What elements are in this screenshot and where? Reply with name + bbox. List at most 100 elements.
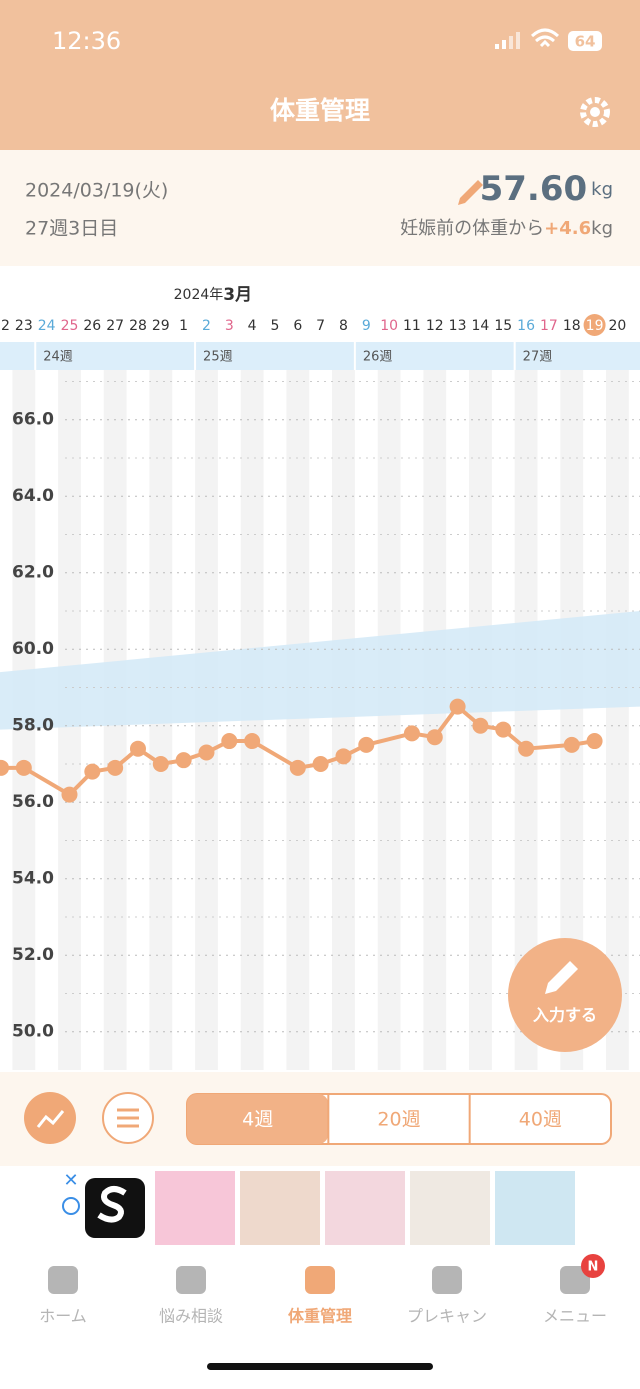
list-view-button[interactable] xyxy=(102,1092,154,1144)
tab-bar: ホーム 悩み相談 体重管理 プレキャン メニュー N xyxy=(39,1254,607,1326)
data-point xyxy=(312,755,329,772)
signal xyxy=(495,32,520,49)
home-indicator xyxy=(207,1363,433,1370)
x-tick-label: 9 xyxy=(362,318,371,334)
data-point xyxy=(563,736,580,753)
tab-label[interactable]: メニュー xyxy=(543,1307,607,1326)
x-tick-label: 8 xyxy=(339,318,348,334)
x-tick-label: 25 xyxy=(61,318,79,334)
badge-label: N xyxy=(588,1260,599,1275)
data-point xyxy=(129,740,146,757)
line-segment xyxy=(22,766,71,797)
y-tick-label: 54.0 xyxy=(12,869,54,889)
month-year: 2024年 xyxy=(174,287,224,303)
y-tick-label: 62.0 xyxy=(12,563,54,583)
diff-prefix: 妊娠前の体重から xyxy=(400,218,544,239)
tab-icon xyxy=(432,1266,462,1294)
ad-logo-mark xyxy=(97,1186,127,1223)
tab-icon xyxy=(305,1266,335,1294)
day-stripe xyxy=(423,370,447,1070)
tab-label[interactable]: 体重管理 xyxy=(288,1307,352,1326)
battery xyxy=(568,31,602,51)
data-point xyxy=(221,733,238,750)
recommended-range xyxy=(0,610,640,730)
ad-item[interactable] xyxy=(410,1171,490,1245)
x-tick-label: 5 xyxy=(270,318,279,334)
data-point xyxy=(335,748,352,765)
badge xyxy=(581,1254,605,1278)
ad-item[interactable] xyxy=(155,1171,235,1245)
diff-unit: kg xyxy=(591,218,613,239)
data-point xyxy=(175,752,192,769)
input-button[interactable]: 入力する xyxy=(508,938,622,1052)
data-point xyxy=(358,736,375,753)
data-point xyxy=(198,744,215,761)
data-point xyxy=(586,733,603,750)
ad-item[interactable] xyxy=(325,1171,405,1245)
ad-item[interactable] xyxy=(495,1171,575,1245)
tab-label[interactable]: ホーム xyxy=(39,1307,87,1326)
range-tab[interactable]: 4週 xyxy=(242,1109,273,1131)
status-time: 12:36 xyxy=(52,27,121,55)
edit-icon[interactable] xyxy=(458,180,483,205)
ad-item[interactable] xyxy=(240,1171,320,1245)
graph-view-button[interactable] xyxy=(24,1092,76,1144)
tab-icon xyxy=(48,1266,78,1294)
day-stripe xyxy=(286,370,310,1070)
settings-button[interactable] xyxy=(580,97,610,127)
week-row-bg xyxy=(0,342,640,370)
x-tick-label: 19 xyxy=(586,318,604,334)
tab-icon xyxy=(560,1266,590,1294)
y-tick-label: 66.0 xyxy=(12,410,54,430)
y-tick-label: 50.0 xyxy=(12,1022,54,1042)
summary-date: 2024/03/19(火) xyxy=(25,180,168,202)
data-point xyxy=(107,759,124,776)
fab-icon xyxy=(545,961,578,994)
summary-bg xyxy=(0,150,640,266)
data-point xyxy=(84,763,101,780)
range-tab[interactable]: 40週 xyxy=(519,1109,562,1131)
week-label: 26週 xyxy=(363,350,393,365)
fab-label: 入力する xyxy=(533,1006,597,1025)
y-tick-label: 58.0 xyxy=(12,716,54,736)
summary-diff: 妊娠前の体重から+4.6kg xyxy=(400,218,613,239)
x-tick-label: 12 xyxy=(426,318,444,334)
x-tick-label: 11 xyxy=(403,318,421,334)
x-tick-label: 28 xyxy=(129,318,147,334)
x-tick-label: 10 xyxy=(380,318,398,334)
tab-label[interactable]: プレキャン xyxy=(407,1307,487,1326)
y-tick-label: 60.0 xyxy=(12,639,54,659)
wifi xyxy=(530,28,560,48)
day-stripe xyxy=(377,370,401,1070)
ad-close[interactable]: ✕ xyxy=(63,1170,78,1191)
chart: 50.052.054.056.058.060.062.064.066.02024… xyxy=(0,285,640,1070)
header-title: 体重管理 xyxy=(270,96,370,125)
battery-level: 64 xyxy=(575,33,596,51)
x-tick-label: 1 xyxy=(179,318,188,334)
weight-unit: kg xyxy=(591,179,613,200)
x-tick-label: 2 xyxy=(202,318,211,334)
week-label: 27週 xyxy=(523,350,553,365)
range-tabs: 4週 20週 40週 xyxy=(186,1093,612,1145)
x-tick-label: 14 xyxy=(472,318,490,334)
summary-weight: 57.60 kg xyxy=(480,169,613,209)
ad-info[interactable] xyxy=(62,1197,80,1215)
x-tick-label: 4 xyxy=(248,318,257,334)
tab-icon xyxy=(176,1266,206,1294)
y-tick-label: 64.0 xyxy=(12,486,54,506)
x-tick-label: 16 xyxy=(517,318,535,334)
x-tick-label: 18 xyxy=(563,318,581,334)
data-point xyxy=(0,759,9,776)
weight-value: 57.60 xyxy=(480,169,588,209)
x-tick-label: 15 xyxy=(494,318,512,334)
day-stripe xyxy=(332,370,355,1070)
diff-value: +4.6 xyxy=(544,218,591,239)
day-stripe xyxy=(560,370,584,1070)
summary-week: 27週3日目 xyxy=(25,218,118,240)
range-tab[interactable]: 20週 xyxy=(377,1109,420,1131)
data-point xyxy=(495,721,512,738)
x-tick-label: 29 xyxy=(152,318,170,334)
data-point xyxy=(449,698,466,715)
tab-label[interactable]: 悩み相談 xyxy=(159,1307,223,1326)
